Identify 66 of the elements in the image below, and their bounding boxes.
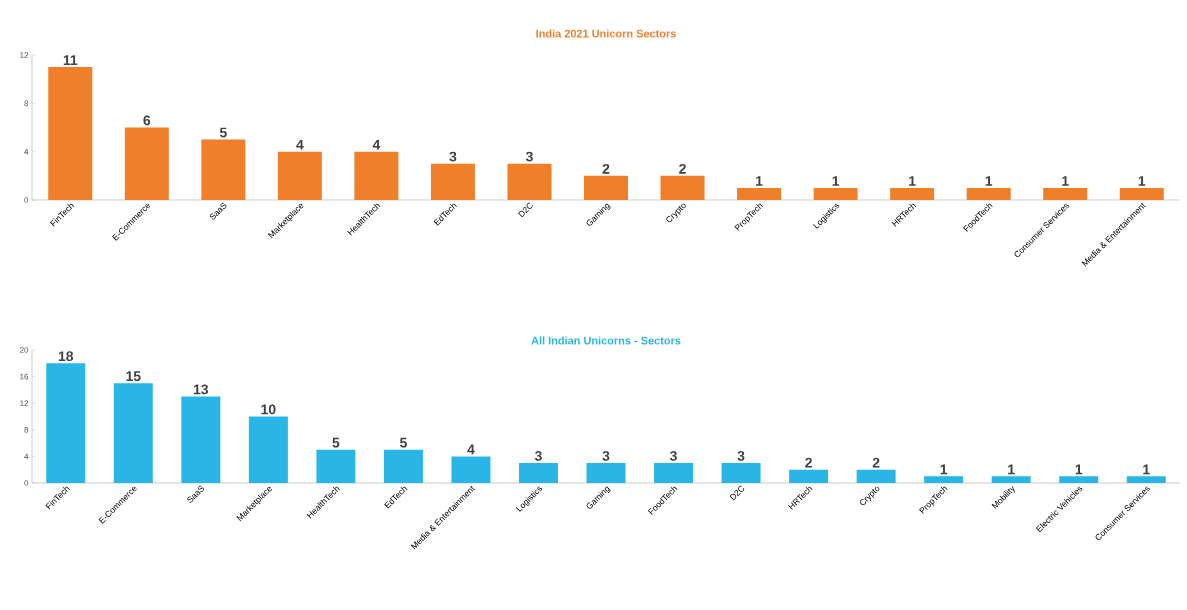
bar bbox=[991, 476, 1031, 483]
data-label: 3 bbox=[602, 450, 610, 461]
data-label: 1 bbox=[1075, 464, 1083, 475]
bar bbox=[201, 139, 246, 200]
bar bbox=[383, 449, 423, 483]
chart-title: All Indian Unicorns - Sectors bbox=[531, 336, 681, 345]
bar bbox=[721, 463, 761, 483]
data-label: 1 bbox=[1138, 176, 1146, 186]
bar bbox=[430, 163, 475, 200]
data-label: 1 bbox=[985, 176, 993, 186]
data-label: 2 bbox=[805, 457, 812, 468]
data-label: 13 bbox=[193, 384, 209, 395]
data-label: 18 bbox=[58, 351, 74, 362]
bar bbox=[1119, 187, 1164, 200]
data-label: 2 bbox=[679, 163, 686, 174]
data-label: 3 bbox=[534, 450, 542, 461]
chart-title: India 2021 Unicorn Sectors bbox=[536, 29, 676, 38]
bar bbox=[737, 187, 782, 200]
data-label: 6 bbox=[143, 115, 151, 126]
data-label: 4 bbox=[467, 444, 475, 455]
data-label: 1 bbox=[909, 176, 916, 186]
bar bbox=[924, 476, 964, 483]
data-label: 5 bbox=[332, 437, 340, 448]
bar bbox=[660, 175, 705, 200]
data-label: 2 bbox=[872, 457, 880, 468]
bar bbox=[48, 67, 93, 200]
bar bbox=[1043, 187, 1088, 200]
data-label: 5 bbox=[219, 127, 227, 138]
data-label: 2 bbox=[602, 163, 610, 174]
bar bbox=[584, 175, 629, 200]
bar bbox=[1126, 476, 1166, 483]
data-label: 1 bbox=[756, 176, 763, 186]
bar bbox=[586, 463, 626, 483]
data-label: 10 bbox=[261, 404, 276, 415]
data-label: 15 bbox=[126, 371, 141, 382]
data-label: 3 bbox=[737, 450, 745, 461]
bar bbox=[181, 396, 221, 483]
bar bbox=[518, 463, 558, 483]
data-label: 3 bbox=[525, 151, 533, 162]
bar bbox=[316, 449, 356, 483]
data-label: 1 bbox=[940, 464, 948, 475]
data-label: 3 bbox=[669, 450, 677, 461]
data-label: 1 bbox=[832, 176, 840, 186]
data-label: 1 bbox=[1008, 464, 1015, 475]
bar bbox=[1059, 476, 1099, 483]
bar bbox=[966, 187, 1011, 200]
bar bbox=[654, 463, 694, 483]
bar bbox=[856, 469, 896, 483]
bar bbox=[789, 469, 829, 483]
data-label: 4 bbox=[296, 139, 304, 150]
bar bbox=[813, 187, 858, 200]
data-label: 1 bbox=[1143, 464, 1150, 475]
bar bbox=[451, 456, 491, 483]
data-label: 3 bbox=[449, 151, 457, 162]
bar bbox=[248, 416, 288, 483]
data-label: 5 bbox=[399, 437, 407, 448]
data-label: 11 bbox=[63, 55, 78, 65]
data-label: 1 bbox=[1062, 176, 1069, 186]
bar bbox=[890, 187, 935, 200]
bar bbox=[277, 151, 322, 200]
bar bbox=[507, 163, 552, 200]
bar bbox=[124, 127, 169, 200]
bar bbox=[46, 363, 86, 483]
data-label: 4 bbox=[372, 139, 381, 150]
bar bbox=[113, 383, 153, 483]
bar bbox=[354, 151, 399, 200]
